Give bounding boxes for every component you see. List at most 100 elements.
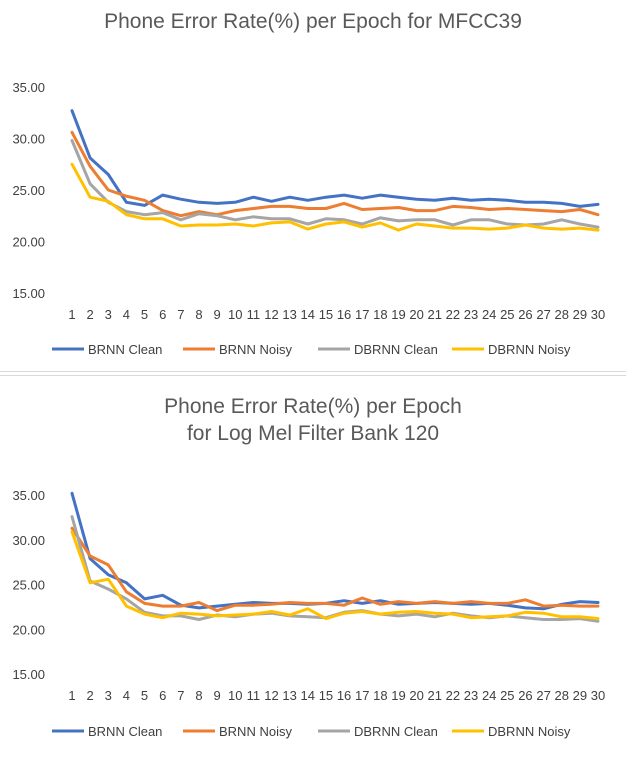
x-tick-label: 24 (482, 688, 496, 703)
chart-title: Phone Error Rate(%) per Epoch for Log Me… (0, 393, 626, 447)
series-line-brnn-noisy (70, 130, 600, 218)
x-tick-label: 27 (536, 307, 550, 322)
chart-title-line: Phone Error Rate(%) per Epoch (164, 395, 462, 418)
x-tick-label: 27 (536, 688, 550, 703)
x-tick-label: 29 (573, 688, 587, 703)
x-tick-label: 1 (68, 688, 75, 703)
x-tick-label: 28 (554, 307, 568, 322)
x-tick-label: 25 (500, 307, 514, 322)
x-tick-label: 23 (464, 307, 478, 322)
x-tick-label: 4 (123, 307, 130, 322)
x-tick-label: 23 (464, 688, 478, 703)
x-tick-label: 15 (319, 688, 333, 703)
x-tick-label: 19 (391, 307, 405, 322)
x-tick-label: 1 (68, 307, 75, 322)
legend-item: DBRNN Noisy (452, 724, 571, 739)
x-tick-label: 5 (141, 688, 148, 703)
legend-item: DBRNN Noisy (452, 342, 571, 357)
x-tick-label: 30 (591, 688, 605, 703)
chart-title: Phone Error Rate(%) per Epoch for MFCC39 (0, 8, 626, 35)
y-tick-label: 30.00 (12, 533, 45, 548)
y-tick-label: 35.00 (12, 488, 45, 503)
x-tick-label: 8 (195, 688, 202, 703)
chart-panel-mfcc39: Phone Error Rate(%) per Epoch for MFCC39… (0, 0, 626, 372)
x-tick-label: 14 (301, 688, 315, 703)
x-tick-label: 26 (518, 307, 532, 322)
y-tick-label: 15.00 (12, 286, 45, 301)
x-tick-label: 17 (355, 688, 369, 703)
x-tick-label: 13 (282, 688, 296, 703)
legend-label: DBRNN Clean (354, 724, 438, 739)
series-line-brnn-clean (70, 491, 600, 611)
legend-label: DBRNN Clean (354, 342, 438, 357)
x-tick-label: 2 (87, 307, 94, 322)
x-tick-label: 15 (319, 307, 333, 322)
y-tick-label: 25.00 (12, 183, 45, 198)
legend-item: DBRNN Clean (318, 342, 438, 357)
x-tick-label: 20 (409, 688, 423, 703)
x-tick-label: 7 (177, 688, 184, 703)
y-tick-label: 20.00 (12, 235, 45, 250)
x-tick-label: 18 (373, 688, 387, 703)
chart-subtitle-line: for Log Mel Filter Bank 120 (186, 422, 440, 445)
x-tick-label: 26 (518, 688, 532, 703)
x-tick-label: 21 (428, 307, 442, 322)
legend-label: DBRNN Noisy (488, 724, 571, 739)
x-tick-label: 30 (591, 307, 605, 322)
x-tick-label: 6 (159, 688, 166, 703)
chart-title-line: Phone Error Rate(%) per Epoch for MFCC39 (104, 10, 522, 33)
x-tick-label: 16 (337, 307, 351, 322)
x-tick-label: 29 (573, 307, 587, 322)
x-tick-label: 2 (87, 688, 94, 703)
x-tick-label: 16 (337, 688, 351, 703)
y-tick-label: 15.00 (12, 667, 45, 682)
x-tick-label: 19 (391, 688, 405, 703)
x-tick-label: 10 (228, 307, 242, 322)
x-tick-label: 10 (228, 688, 242, 703)
x-tick-label: 8 (195, 307, 202, 322)
x-tick-label: 5 (141, 307, 148, 322)
series-line-dbrnn-clean (70, 139, 600, 229)
y-tick-label: 30.00 (12, 132, 45, 147)
x-tick-label: 4 (123, 688, 130, 703)
x-tick-label: 13 (282, 307, 296, 322)
x-tick-label: 3 (105, 688, 112, 703)
legend-item: BRNN Noisy (183, 342, 292, 357)
y-tick-label: 20.00 (12, 622, 45, 637)
x-tick-label: 12 (264, 688, 278, 703)
legend-label: BRNN Noisy (219, 724, 292, 739)
legend-item: BRNN Noisy (183, 724, 292, 739)
x-tick-label: 14 (301, 307, 315, 322)
x-tick-label: 9 (213, 688, 220, 703)
series-line-brnn-noisy (70, 526, 600, 613)
x-tick-label: 22 (446, 307, 460, 322)
legend-item: BRNN Clean (52, 342, 162, 357)
x-tick-label: 20 (409, 307, 423, 322)
legend-label: BRNN Clean (88, 724, 162, 739)
legend-label: DBRNN Noisy (488, 342, 571, 357)
legend-item: DBRNN Clean (318, 724, 438, 739)
x-tick-label: 9 (213, 307, 220, 322)
y-tick-label: 35.00 (12, 80, 45, 95)
x-tick-label: 7 (177, 307, 184, 322)
x-tick-label: 24 (482, 307, 496, 322)
x-tick-label: 28 (554, 688, 568, 703)
x-tick-label: 17 (355, 307, 369, 322)
x-tick-label: 25 (500, 688, 514, 703)
x-tick-label: 6 (159, 307, 166, 322)
x-tick-label: 21 (428, 688, 442, 703)
y-tick-label: 25.00 (12, 578, 45, 593)
x-tick-label: 3 (105, 307, 112, 322)
x-tick-label: 22 (446, 688, 460, 703)
legend-item: BRNN Clean (52, 724, 162, 739)
x-tick-label: 18 (373, 307, 387, 322)
x-tick-label: 11 (247, 688, 261, 703)
x-tick-label: 12 (264, 307, 278, 322)
series-line-dbrnn-noisy (70, 162, 600, 232)
x-tick-label: 11 (247, 307, 261, 322)
legend-label: BRNN Clean (88, 342, 162, 357)
legend-label: BRNN Noisy (219, 342, 292, 357)
series-line-dbrnn-noisy (70, 530, 600, 621)
